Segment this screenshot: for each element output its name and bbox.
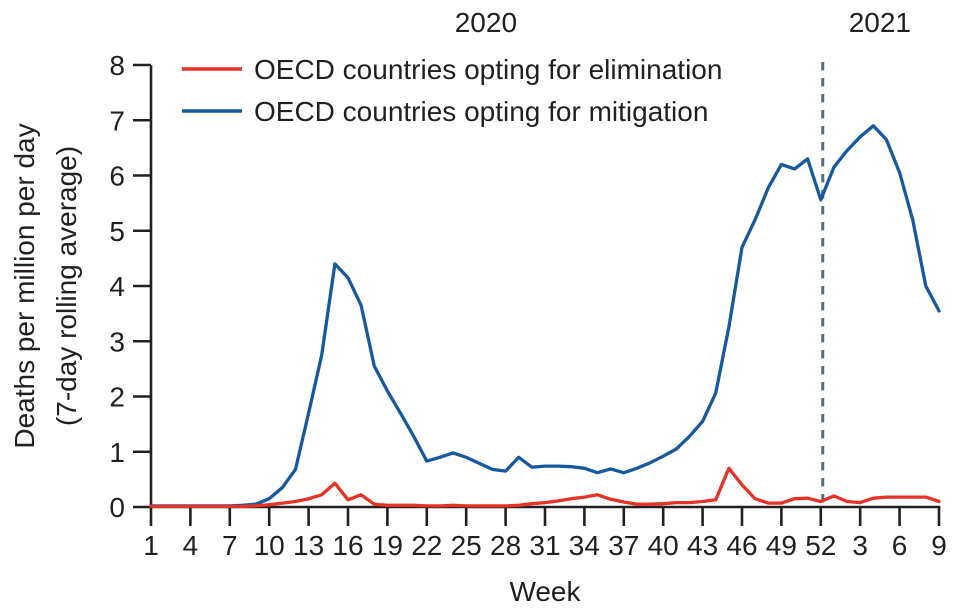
x-tick-label: 25 bbox=[451, 530, 482, 561]
x-tick-label: 46 bbox=[726, 530, 757, 561]
y-tick-label: 1 bbox=[109, 437, 125, 468]
y-tick-label: 2 bbox=[109, 382, 125, 413]
x-tick-label: 22 bbox=[411, 530, 442, 561]
plot-line-mitigation bbox=[149, 124, 941, 508]
x-tick-label: 34 bbox=[569, 530, 600, 561]
y-tick-label: 7 bbox=[109, 105, 125, 136]
x-tick-label: 49 bbox=[766, 530, 797, 561]
x-tick-label: 3 bbox=[852, 530, 868, 561]
y-axis-title-line2: (7-day rolling average) bbox=[51, 146, 82, 426]
y-tick-label: 8 bbox=[109, 50, 125, 81]
x-tick-label: 6 bbox=[892, 530, 908, 561]
legend-label-elimination: OECD countries opting for elimination bbox=[254, 54, 722, 85]
x-tick-label: 9 bbox=[931, 530, 947, 561]
x-tick-label: 37 bbox=[608, 530, 639, 561]
legend-label-mitigation: OECD countries opting for mitigation bbox=[254, 96, 708, 127]
plot-line-elimination bbox=[149, 466, 941, 509]
y-tick-label: 3 bbox=[109, 326, 125, 357]
x-tick-label: 40 bbox=[648, 530, 679, 561]
x-tick-label: 13 bbox=[293, 530, 324, 561]
x-tick-label: 43 bbox=[687, 530, 718, 561]
x-tick-label: 10 bbox=[254, 530, 285, 561]
y-tick-label: 4 bbox=[109, 271, 125, 302]
x-axis-title: Week bbox=[509, 576, 581, 607]
x-tick-label: 31 bbox=[529, 530, 560, 561]
y-tick-label: 6 bbox=[109, 161, 125, 192]
x-tick-label: 7 bbox=[222, 530, 238, 561]
y-tick-label: 5 bbox=[109, 216, 125, 247]
year-label-2020: 2020 bbox=[455, 7, 517, 38]
x-tick-label: 16 bbox=[332, 530, 363, 561]
x-tick-label: 19 bbox=[372, 530, 403, 561]
x-tick-label: 28 bbox=[490, 530, 521, 561]
x-tick-label: 1 bbox=[143, 530, 159, 561]
x-tick-label: 4 bbox=[183, 530, 199, 561]
y-axis-title-line1: Deaths per million per day bbox=[9, 123, 40, 448]
year-label-2021: 2021 bbox=[849, 7, 911, 38]
y-tick-label: 0 bbox=[109, 492, 125, 523]
x-tick-label: 52 bbox=[805, 530, 836, 561]
